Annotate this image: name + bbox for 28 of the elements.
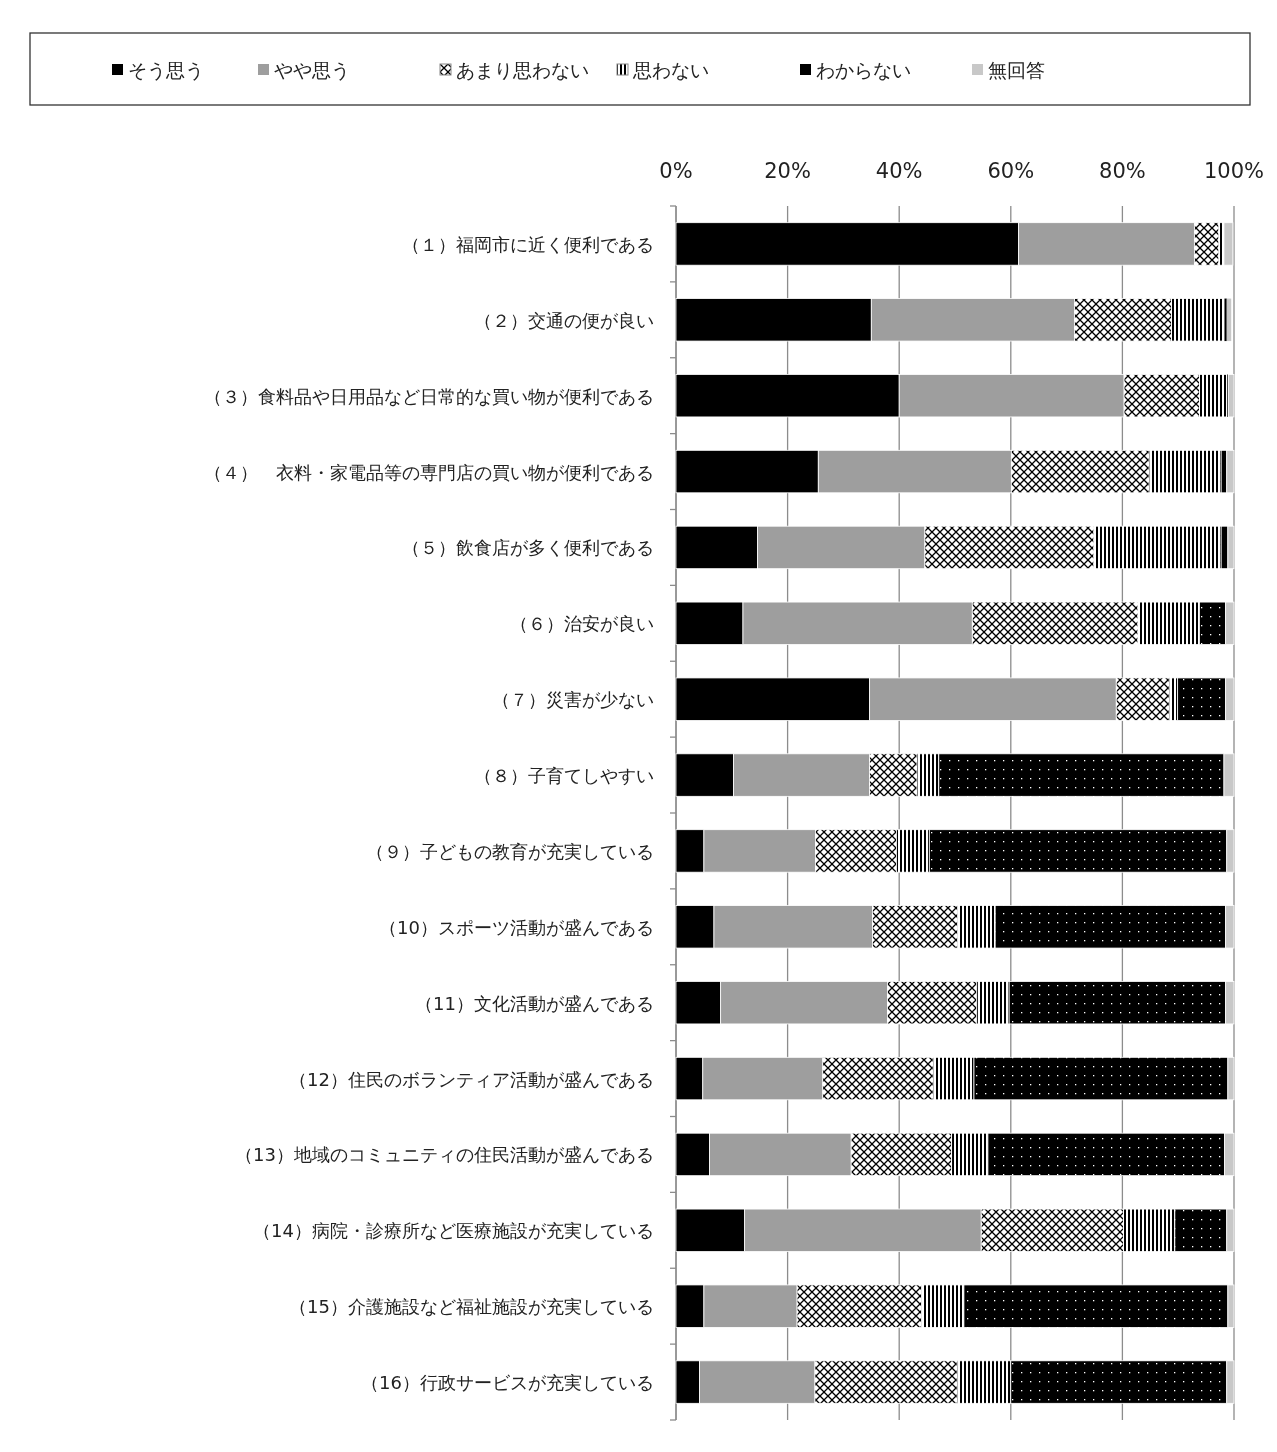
y-tick-label: （11）文化活動が盛んである xyxy=(415,992,654,1014)
y-tick-label: （２）交通の便が良い xyxy=(474,309,654,331)
x-tick-label: 0% xyxy=(659,159,693,183)
legend-label: やや思う xyxy=(274,59,350,81)
x-tick-label: 80% xyxy=(1099,159,1146,183)
y-tick-label: （８）子育てしやすい xyxy=(474,765,654,787)
y-tick-label: （14）病院・診療所など医療施設が充実している xyxy=(253,1220,654,1242)
x-tick-label: 100% xyxy=(1203,159,1265,183)
x-tick-label: 20% xyxy=(764,159,811,183)
x-tick-label: 60% xyxy=(987,159,1035,183)
legend-label: わからない xyxy=(816,59,911,81)
y-tick-label: （15）介護施設など福祉施設が充実している xyxy=(289,1296,654,1318)
legend-label: 無回答 xyxy=(988,59,1045,81)
y-tick-label: （４） 衣料・家電品等の専門店の買い物が便利である xyxy=(204,461,654,483)
y-tick-label: （７）災害が少ない xyxy=(492,689,654,711)
y-tick-label: （13）地域のコミュニティの住民活動が盛んである xyxy=(235,1144,654,1166)
legend-label: 思わない xyxy=(632,59,709,81)
x-tick-label: 40% xyxy=(875,159,923,183)
y-tick-label: （16）行政サービスが充実している xyxy=(361,1372,654,1394)
y-tick-label: （12）住民のボランティア活動が盛んである xyxy=(289,1068,654,1090)
y-tick-label: （３）食料品や日用品など日常的な買い物が便利である xyxy=(204,385,654,407)
legend-label: あまり思わない xyxy=(456,59,589,81)
legend-label: そう思う xyxy=(128,59,204,81)
y-tick-label: （１）福岡市に近く便利である xyxy=(402,233,654,255)
y-tick-label: （６）治安が良い xyxy=(510,613,654,635)
y-tick-label: （10）スポーツ活動が盛んである xyxy=(379,916,654,938)
y-tick-label: （９）子どもの教育が充実している xyxy=(366,840,654,862)
y-tick-label: （５）飲食店が多く便利である xyxy=(402,537,654,559)
